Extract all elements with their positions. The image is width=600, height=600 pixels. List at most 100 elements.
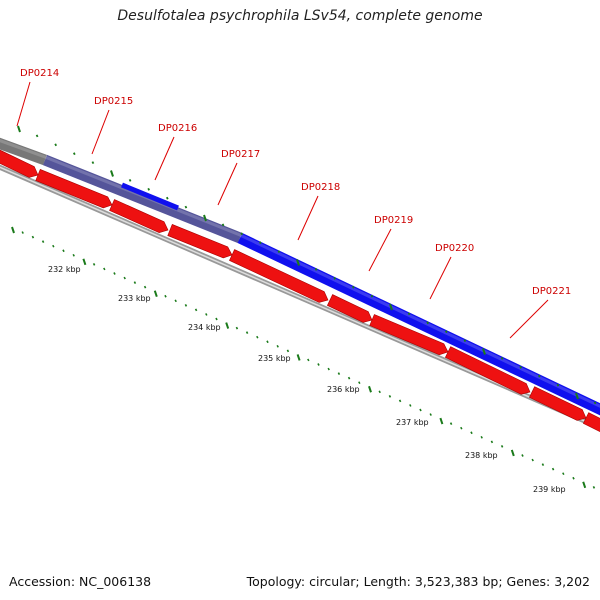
- gene-leader-line: [509, 299, 549, 339]
- tick-mark: [521, 454, 524, 457]
- tick-mark: [194, 308, 198, 312]
- tick-mark: [358, 381, 361, 385]
- tick-mark: [551, 467, 555, 471]
- tick-mark: [592, 485, 596, 489]
- topology-text: Topology: circular; Length: 3,523,383 bp…: [246, 574, 590, 589]
- kbp-tick-label: 235 kbp: [258, 354, 291, 363]
- gene-label: DP0218: [301, 182, 340, 193]
- tick-mark: [407, 312, 411, 316]
- tick-mark: [113, 272, 116, 275]
- tick-mark: [35, 134, 39, 138]
- gene-label: DP0221: [532, 286, 571, 297]
- tick-mark: [593, 401, 597, 405]
- tick-mark: [327, 367, 330, 371]
- tick-layer: [11, 125, 597, 489]
- tick-mark: [245, 331, 249, 335]
- kbp-tick-label: 234 kbp: [188, 323, 221, 332]
- tick-mark: [17, 125, 21, 133]
- reverse-cds-arrow: [327, 294, 373, 323]
- tick-mark: [531, 458, 534, 462]
- tick-mark: [537, 374, 541, 378]
- kbp-tick-label: 233 kbp: [118, 294, 151, 303]
- tick-mark: [52, 244, 55, 248]
- tick-mark: [62, 249, 65, 253]
- tick-mark: [147, 187, 151, 191]
- reverse-cds-arrow: [109, 199, 169, 233]
- reverse-cds-arrow: [0, 149, 39, 178]
- gene-label: DP0217: [221, 149, 260, 160]
- tick-mark: [41, 240, 45, 244]
- tick-mark: [240, 232, 244, 236]
- tick-mark: [317, 363, 320, 366]
- reverse-cds-arrow: [444, 346, 531, 395]
- gene-label: DP0219: [374, 215, 413, 226]
- tick-mark: [258, 241, 262, 245]
- tick-mark: [21, 231, 24, 234]
- tick-mark: [368, 385, 372, 393]
- kbp-tick-label: 232 kbp: [48, 265, 81, 274]
- tick-mark: [277, 250, 281, 254]
- tick-mark: [256, 335, 259, 339]
- tick-mark: [184, 303, 188, 307]
- tick-mark: [572, 476, 575, 480]
- tick-mark: [225, 322, 230, 329]
- gene-label: DP0220: [435, 243, 474, 254]
- tick-mark: [184, 205, 188, 209]
- tick-mark: [205, 313, 208, 316]
- tick-mark: [378, 390, 381, 394]
- tick-mark: [296, 354, 301, 361]
- tick-mark: [31, 235, 35, 239]
- gene-leader-line: [217, 162, 238, 206]
- tick-mark: [500, 356, 504, 360]
- tick-mark: [133, 281, 137, 284]
- tick-mark: [409, 404, 412, 407]
- tick-mark: [419, 408, 422, 412]
- gene-leader-line: [154, 136, 175, 181]
- tick-mark: [500, 445, 504, 448]
- reverse-cds-arrow: [528, 386, 587, 421]
- band-highlight: [0, 139, 46, 159]
- tick-mark: [143, 285, 147, 289]
- tick-mark: [165, 196, 169, 200]
- tick-mark: [510, 449, 515, 457]
- tick-mark: [54, 143, 58, 147]
- tick-mark: [482, 348, 486, 355]
- tick-mark: [276, 344, 279, 348]
- gene-leader-line: [368, 228, 392, 272]
- reverse-cds-arrow: [582, 412, 600, 433]
- tick-mark: [286, 349, 290, 353]
- tick-mark: [82, 258, 87, 266]
- tick-mark: [314, 267, 318, 271]
- tick-mark: [128, 178, 132, 182]
- tick-mark: [575, 392, 579, 400]
- gene-leader-line: [429, 256, 452, 300]
- tick-mark: [463, 339, 467, 343]
- tick-mark: [221, 223, 225, 227]
- gene-leader-line: [297, 195, 319, 241]
- forward-cds-band: [237, 233, 600, 416]
- tick-mark: [235, 326, 239, 330]
- kbp-tick-label: 239 kbp: [533, 485, 566, 494]
- reverse-cds-arrow: [167, 224, 233, 259]
- tick-mark: [444, 330, 448, 334]
- gene-label: DP0216: [158, 123, 197, 134]
- tick-mark: [426, 321, 430, 325]
- tick-mark: [388, 394, 392, 398]
- tick-mark: [164, 294, 167, 298]
- accession-text: Accession: NC_006138: [9, 574, 152, 589]
- forward-cds-band: [121, 182, 179, 211]
- tick-mark: [91, 161, 95, 165]
- kbp-tick-label: 238 kbp: [465, 451, 498, 460]
- tick-mark: [266, 340, 269, 344]
- tick-mark: [556, 383, 560, 387]
- tick-mark: [582, 481, 587, 489]
- tick-mark: [72, 152, 76, 156]
- tick-mark: [460, 426, 463, 430]
- kbp-tick-label: 237 kbp: [396, 418, 429, 427]
- tick-mark: [203, 214, 207, 222]
- tick-mark: [541, 463, 545, 466]
- reverse-cds-arrow: [229, 249, 329, 303]
- tick-mark: [347, 376, 351, 380]
- tick-mark: [370, 294, 374, 298]
